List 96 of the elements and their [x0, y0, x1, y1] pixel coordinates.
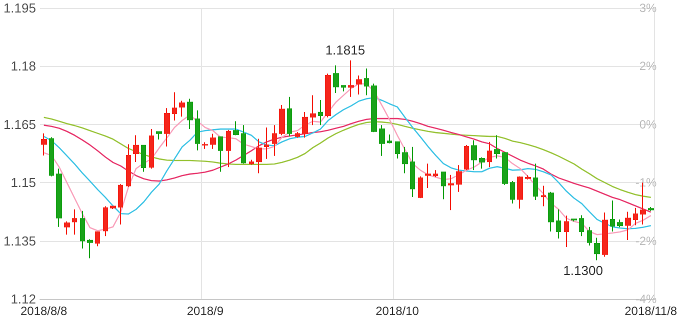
candlestick: [264, 127, 269, 160]
candlestick: [103, 206, 108, 237]
candlestick: [395, 140, 400, 160]
candlestick: [233, 120, 239, 136]
candlestick: [487, 141, 492, 168]
candlestick: [341, 84, 346, 92]
candlestick: [594, 237, 600, 261]
candlestick: [533, 163, 538, 201]
candlestick: [648, 206, 654, 212]
y-tick-label: 1.12: [10, 292, 36, 306]
candlestick: [272, 124, 277, 156]
candlestick: [41, 132, 47, 156]
candlestick: [156, 130, 162, 140]
candlestick: [456, 164, 462, 192]
y-tick-label: 1.135: [3, 233, 36, 248]
candlestick: [179, 100, 185, 118]
candlestick: [410, 146, 415, 198]
y-tick-label: 1.18: [10, 58, 36, 74]
candlestick: [402, 146, 408, 174]
candlestick: [494, 134, 500, 160]
candlestick: [464, 144, 469, 171]
annotation: 1.1300: [563, 263, 603, 278]
candlestick: [149, 128, 154, 170]
candlestick: [141, 144, 146, 172]
candlestick: [448, 174, 454, 211]
candlestick: [202, 142, 208, 150]
candlestick: [118, 184, 123, 226]
candlestick: [387, 134, 392, 144]
candlestick: [295, 132, 300, 138]
candlestick: [348, 60, 354, 98]
candlestick: [95, 230, 100, 247]
candlestick: [80, 210, 85, 250]
x-tick-label: 2018/9: [186, 304, 224, 318]
candlestick: [556, 208, 561, 239]
candlestick: [433, 170, 438, 178]
candlestick: [287, 96, 292, 137]
candlestick: [56, 168, 62, 228]
y2-tick-label: -4%: [635, 292, 658, 306]
candlestick: [571, 218, 577, 222]
candlestick: [195, 110, 200, 151]
x-tick-label: 2018/11/8: [624, 304, 678, 318]
candlestick: [256, 138, 262, 174]
candlestick: [333, 64, 339, 94]
candlestick: [133, 134, 139, 163]
candlestick: [110, 205, 116, 210]
x-tick-label: 2018/8/8: [20, 304, 68, 318]
candlestick: [371, 83, 377, 133]
candlestick: [541, 185, 546, 207]
candlestick: [318, 99, 323, 126]
candlestick: [510, 180, 515, 204]
y-tick-label: 1.15: [10, 175, 36, 190]
y-tick-label: 1.165: [3, 116, 36, 132]
candlestick: [72, 208, 77, 236]
candlestick: [49, 136, 54, 177]
y2-tick-label: -2%: [635, 234, 658, 248]
candlestick: [210, 133, 216, 150]
candlestick: [525, 174, 531, 180]
candlestick: [617, 218, 623, 228]
y2-tick-label: 0%: [639, 117, 658, 132]
annotation: 1.1815: [325, 42, 366, 58]
candlestick: [418, 176, 423, 199]
y2-tick-label: 2%: [639, 59, 658, 74]
candlestick: [471, 140, 477, 171]
y-tick-label: 1.195: [3, 0, 36, 16]
candlestick: [602, 212, 608, 258]
candlestick: [64, 220, 70, 236]
candlestick: [249, 159, 254, 166]
candlestick: [364, 68, 369, 96]
candlestick: [548, 191, 554, 232]
candlestick: [310, 94, 316, 126]
candlestick: [579, 214, 584, 237]
candlestick: [633, 207, 638, 226]
candlestick: [610, 200, 615, 232]
candlestick: [441, 171, 446, 200]
candlestick: [218, 136, 223, 172]
candlestick: [564, 215, 569, 248]
candlestick: [302, 111, 308, 138]
candlestick: [325, 73, 331, 118]
x-tick-label: 2018/10: [376, 304, 420, 318]
candlestick: [587, 226, 592, 246]
candlestick: [226, 129, 231, 168]
candlestick: [425, 163, 431, 189]
candlestick: [356, 75, 362, 96]
candlestick: [379, 124, 385, 156]
candlestick: [241, 124, 246, 164]
candlestick: [126, 144, 131, 188]
candlestick: [279, 104, 285, 136]
candlestick: [87, 238, 93, 259]
candlestick: [164, 108, 170, 148]
candlestick: [517, 176, 523, 210]
candlestick: [502, 151, 508, 186]
y2-tick-label: 3%: [639, 1, 658, 15]
candlestick: [172, 92, 177, 122]
candlestick: [625, 211, 631, 241]
candlestick: [187, 98, 193, 130]
candlestick: [479, 156, 485, 170]
